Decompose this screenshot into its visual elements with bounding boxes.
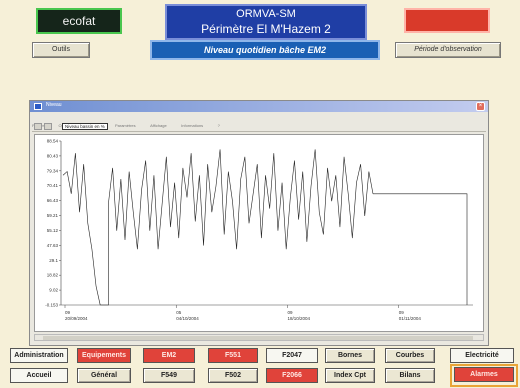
nav-button-electricit-[interactable]: Electricité [450,348,514,363]
scrollbar-thumb[interactable] [43,336,473,340]
nav-button-f2066[interactable]: F2066 [266,368,318,383]
toolbar-button[interactable] [44,123,52,130]
y-tick-label: 80.43 [47,153,59,158]
toolbar-button[interactable] [34,123,42,130]
y-tick-label: 79.34 [47,168,59,173]
x-tick-label-top: 09 [65,310,71,315]
chart-window: Niveau × Fichier Options Fenêtre Paramèt… [29,100,489,346]
alarm-banner[interactable] [404,8,490,33]
outils-button[interactable]: Outils [32,42,90,58]
nav-button-equipements[interactable]: Equipements [77,348,131,363]
nav-button-em2[interactable]: EM2 [143,348,195,363]
y-tick-label: 70.41 [47,183,59,188]
menu-item[interactable]: ? [217,123,220,128]
window-menubar: Fichier Options Fenêtre Paramètres Affic… [32,114,486,128]
x-tick-label-date: 04/10/2004 [176,316,199,321]
horizontal-scrollbar[interactable] [34,334,484,341]
y-tick-label: 18.82 [47,273,59,278]
app-title-line1: ORMVA-SM [236,8,296,20]
page-subtitle: Niveau quotidien bâche EM2 [150,40,380,60]
app-title: ORMVA-SM Périmètre El M'Hazem 2 [165,4,367,40]
level-series-line [108,149,374,250]
nav-button-alarmes[interactable]: Alarmes [454,367,514,382]
x-tick-label-date: 18/10/2004 [287,316,310,321]
x-tick-label-date: 01/11/2004 [399,316,422,321]
y-tick-label: -0.153 [45,303,58,308]
y-tick-label: 29.1 [49,258,58,263]
y-tick-label: 9.02 [49,288,58,293]
level-series-tail [373,193,468,305]
ecofat-logo: ecofat [36,8,122,34]
nav-button-g-n-ral[interactable]: Général [77,368,131,383]
nav-button-index-cpt[interactable]: Index Cpt [325,368,375,383]
window-close-button[interactable]: × [476,102,485,111]
nav-button-accueil[interactable]: Accueil [10,368,68,383]
chart-plot-area: 88.54 80.43 79.34 70.41 66.43 59.21 55.12 47.63… [34,134,484,332]
x-tick-label-date: 20/09/2004 [65,316,88,321]
x-tick-label-top: 09 [399,310,405,315]
window-app-icon [34,103,42,110]
nav-button-bornes[interactable]: Bornes [325,348,375,363]
level-line-chart: 88.54 80.43 79.34 70.41 66.43 59.21 55.12 47.63… [45,139,473,321]
window-titlebar[interactable]: Niveau [30,101,488,112]
nav-button-f2047[interactable]: F2047 [266,348,318,363]
x-tick-label-top: 09 [287,310,293,315]
nav-button-f502[interactable]: F502 [208,368,258,383]
menu-item[interactable]: Paramètres [114,123,136,128]
x-tick-label-top: 05 [176,310,182,315]
app-title-line2: Périmètre El M'Hazem 2 [201,22,331,36]
y-tick-label: 88.54 [47,139,59,144]
nav-button-bilans[interactable]: Bilans [385,368,435,383]
nav-button-administration[interactable]: Administration [10,348,68,363]
window-title: Niveau [46,102,62,108]
nav-button-courbes[interactable]: Courbes [385,348,435,363]
window-toolbar: Niveau bassin en % [32,122,486,132]
nav-button-f549[interactable]: F549 [143,368,195,383]
nav-button-f551[interactable]: F551 [208,348,258,363]
level-series-line [62,153,101,306]
menu-item[interactable]: Affichage [150,123,167,128]
series-selector[interactable]: Niveau bassin en % [62,123,108,130]
y-tick-label: 47.63 [47,243,59,248]
periode-observation-button[interactable]: Période d'observation [395,42,501,58]
menu-item[interactable]: Informations [181,123,204,128]
y-tick-label: 66.43 [47,198,59,203]
y-tick-label: 59.21 [47,213,59,218]
y-tick-label: 55.12 [47,228,59,233]
alarmes-highlight-frame [450,364,518,387]
series-connector [100,203,109,306]
